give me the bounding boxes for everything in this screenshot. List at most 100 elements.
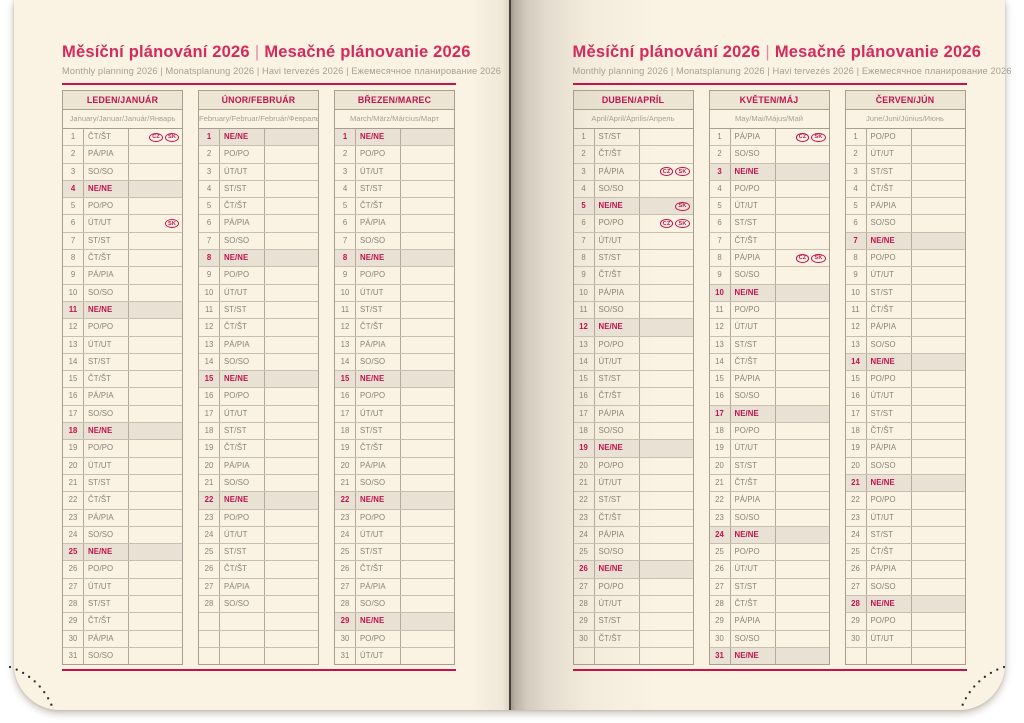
day-number: 20 bbox=[710, 457, 731, 474]
day-abbrev: ČT/ŠT bbox=[595, 388, 640, 405]
day-abbrev: PÁ/PIA bbox=[356, 336, 401, 353]
day-notes-cell bbox=[912, 492, 965, 508]
day-notes-cell bbox=[912, 579, 965, 595]
day-notes-cell bbox=[265, 579, 318, 595]
day-abbrev: ST/ST bbox=[595, 129, 640, 146]
day-row: 3 NE/NE bbox=[709, 163, 829, 181]
day-row: 2 ČT/ŠT bbox=[573, 146, 693, 164]
day-notes-cell bbox=[912, 215, 965, 231]
day-number: 9 bbox=[63, 267, 84, 284]
day-number: 18 bbox=[846, 423, 867, 440]
day-abbrev: ST/ST bbox=[595, 371, 640, 388]
day-row: 21 NE/NE bbox=[845, 474, 965, 493]
day-notes-cell bbox=[776, 544, 829, 560]
day-abbrev: ST/ST bbox=[595, 492, 640, 509]
day-abbrev: PÁ/PIA bbox=[731, 250, 776, 267]
day-abbrev bbox=[220, 630, 265, 647]
day-notes-cell bbox=[401, 544, 454, 560]
day-abbrev: ST/ST bbox=[220, 180, 265, 198]
day-number: 21 bbox=[710, 474, 731, 492]
day-number: 8 bbox=[846, 250, 867, 267]
day-row: 24 ST/ST bbox=[845, 526, 965, 545]
day-abbrev: NE/NE bbox=[220, 129, 265, 146]
day-notes-cell bbox=[776, 579, 829, 595]
day-abbrev: ST/ST bbox=[595, 250, 640, 267]
day-number: 3 bbox=[574, 163, 595, 180]
day-row: 27 PO/PO bbox=[573, 578, 693, 597]
day-notes-cell bbox=[401, 198, 454, 214]
day-number: 5 bbox=[846, 198, 867, 215]
day-abbrev: ČT/ŠT bbox=[356, 319, 401, 336]
day-abbrev: SO/SO bbox=[731, 267, 776, 284]
day-abbrev: NE/NE bbox=[731, 405, 776, 423]
month-days: 1 ST/ST 2 ČT/ŠT 3 PÁ/PIA CZ SK 4 SO/SO 5 … bbox=[573, 129, 693, 665]
day-number: 20 bbox=[199, 457, 220, 474]
day-row: 26 ČT/ŠT bbox=[199, 561, 318, 579]
day-abbrev: ST/ST bbox=[84, 474, 129, 492]
day-number: 29 bbox=[710, 613, 731, 630]
day-notes-cell bbox=[129, 648, 182, 664]
day-row: 28 SO/SO bbox=[335, 596, 454, 614]
day-number: 4 bbox=[335, 180, 356, 198]
day-number: 6 bbox=[574, 215, 595, 232]
day-notes-cell bbox=[640, 648, 693, 664]
day-abbrev: ČT/ŠT bbox=[867, 423, 912, 440]
holiday-badge-sk: SK bbox=[675, 219, 690, 229]
day-abbrev: PÁ/PIA bbox=[220, 578, 265, 596]
day-abbrev: PO/PO bbox=[731, 180, 776, 198]
day-row: 6 PO/PO CZ SK bbox=[573, 215, 693, 233]
day-number: 24 bbox=[335, 526, 356, 544]
day-notes-cell bbox=[401, 458, 454, 474]
day-number: 15 bbox=[199, 371, 220, 388]
day-number: 2 bbox=[846, 146, 867, 163]
day-row: 2 PO/PO bbox=[199, 146, 318, 164]
day-row: 24 ÚT/UT bbox=[335, 526, 454, 545]
page-left-content: Měsíční plánování 2026 | Mesačné plánovani… bbox=[62, 0, 501, 672]
day-number: 1 bbox=[710, 129, 731, 146]
day-row: 12 PO/PO bbox=[63, 319, 182, 337]
day-abbrev: ST/ST bbox=[356, 180, 401, 198]
day-notes-cell bbox=[776, 527, 829, 543]
day-notes-cell bbox=[640, 579, 693, 595]
day-notes-cell bbox=[265, 510, 318, 526]
day-number: 27 bbox=[63, 578, 84, 596]
day-abbrev: ST/ST bbox=[731, 336, 776, 353]
day-abbrev: SO/SO bbox=[220, 232, 265, 250]
day-abbrev: PO/PO bbox=[867, 492, 912, 509]
day-abbrev: ST/ST bbox=[84, 232, 129, 250]
day-notes-cell bbox=[912, 596, 965, 612]
day-notes-cell bbox=[265, 492, 318, 508]
day-notes-cell bbox=[265, 406, 318, 422]
title-czech: Měsíční plánování 2026 bbox=[572, 43, 761, 61]
day-notes-cell: CZ SK bbox=[776, 129, 829, 145]
day-number: 24 bbox=[63, 526, 84, 544]
day-row: 8 PÁ/PIA CZ SK bbox=[709, 250, 829, 268]
day-number: 25 bbox=[63, 544, 84, 561]
day-notes-cell bbox=[640, 285, 693, 301]
day-row: 19 PÁ/PIA bbox=[845, 440, 965, 458]
day-abbrev: NE/NE bbox=[220, 492, 265, 509]
day-abbrev: SO/SO bbox=[84, 405, 129, 423]
day-number: 6 bbox=[846, 215, 867, 232]
day-notes-cell bbox=[265, 267, 318, 283]
day-row: 10 SO/SO bbox=[63, 284, 182, 302]
day-notes-cell bbox=[776, 510, 829, 526]
day-row: 7 NE/NE bbox=[845, 232, 965, 251]
day-notes-cell bbox=[912, 458, 965, 474]
day-number: 16 bbox=[710, 388, 731, 405]
day-row: 4 ST/ST bbox=[335, 180, 454, 199]
day-abbrev: ST/ST bbox=[356, 423, 401, 440]
day-number: 18 bbox=[574, 423, 595, 440]
day-abbrev: PO/PO bbox=[84, 198, 129, 215]
holiday-badge-sk: SK bbox=[164, 219, 179, 229]
day-number: 11 bbox=[335, 301, 356, 319]
day-notes-cell bbox=[912, 319, 965, 335]
day-abbrev: ÚT/UT bbox=[84, 578, 129, 596]
day-row: 27 ÚT/UT bbox=[63, 578, 182, 597]
day-abbrev: SO/SO bbox=[220, 474, 265, 492]
day-abbrev: PÁ/PIA bbox=[84, 146, 129, 163]
day-notes-cell bbox=[401, 164, 454, 180]
day-abbrev: PÁ/PIA bbox=[356, 215, 401, 232]
day-row: 1 ST/ST bbox=[573, 129, 693, 147]
day-notes-cell bbox=[401, 440, 454, 456]
